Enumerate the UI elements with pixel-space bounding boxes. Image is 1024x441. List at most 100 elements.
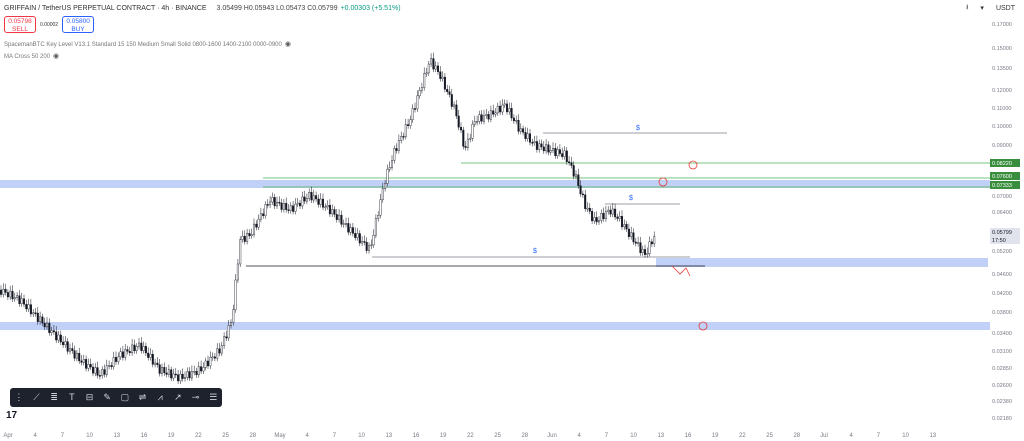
candle-body (356, 233, 359, 238)
candle-body (427, 63, 430, 74)
y-tick-label: 0.12000 (992, 88, 1012, 94)
x-tick-label: Jun (547, 433, 557, 439)
candle-body (402, 136, 405, 138)
x-tick-label: 10 (86, 433, 93, 439)
candle-body (71, 348, 74, 351)
candle-body (6, 292, 9, 298)
candle-body (142, 346, 145, 351)
candle-body (276, 201, 279, 207)
fib-icon[interactable]: ≣ (50, 392, 58, 402)
candle-body (333, 209, 336, 215)
candle-body (87, 364, 90, 369)
candle-body (363, 241, 366, 243)
candle-body (496, 105, 499, 114)
brush-icon[interactable]: ✎ (103, 392, 111, 402)
text-icon[interactable]: T (69, 392, 75, 402)
candle-body (446, 89, 449, 92)
candle-body (303, 196, 306, 202)
candle-body (46, 322, 49, 328)
spread-value: 0.00002 (40, 21, 59, 28)
candle-body (250, 234, 253, 237)
price-label: 0.05799 (992, 230, 1012, 236)
indicator-key-level[interactable]: SpacemanBTC Key Level V13.1 Standard 15 … (4, 40, 291, 48)
buy-button[interactable]: 0.05800 BUY (62, 16, 95, 33)
candle-body (211, 356, 214, 359)
candle-body (98, 375, 101, 377)
sell-button[interactable]: 0.05798 SELL (4, 16, 36, 33)
candle-body (204, 360, 207, 368)
candle-body (644, 249, 647, 255)
line-icon[interactable]: ⟋ (33, 392, 40, 402)
candle-body (411, 108, 414, 120)
path-icon[interactable]: ⇌ (138, 392, 147, 402)
candle-body (466, 138, 469, 148)
candle-body (126, 349, 129, 352)
candle-body (213, 356, 216, 359)
candle-body (414, 108, 417, 110)
candle-body (278, 201, 281, 204)
candle-body (183, 377, 186, 379)
candle-body (147, 352, 150, 358)
eye-icon[interactable]: ◉ (284, 41, 291, 48)
projection-icon[interactable]: ☰ (209, 392, 218, 402)
candle-body (80, 360, 83, 363)
candle-body (556, 149, 559, 156)
candle-body (271, 197, 274, 203)
candle-body (124, 349, 127, 358)
currency-label[interactable]: USDT (995, 4, 1015, 12)
y-tick-label: 0.04200 (992, 291, 1012, 297)
cursor-icon[interactable]: ⋮ (14, 392, 24, 402)
candle-body (202, 367, 205, 372)
candle-body (614, 208, 617, 218)
candle-body (154, 362, 157, 365)
rectangle-icon[interactable]: ▢ (120, 392, 130, 402)
candle-body (315, 195, 318, 200)
candle-body (312, 195, 315, 201)
candle-body (443, 76, 446, 90)
candle-body (561, 153, 564, 157)
price-label: 0.07600 (992, 174, 1012, 180)
pattern-icon[interactable]: ⩘ (157, 392, 163, 402)
candle-body (650, 241, 653, 245)
y-tick-label: 0.03800 (992, 310, 1012, 316)
candle-body (66, 341, 69, 352)
candle-body (549, 150, 552, 153)
measure-icon[interactable]: ⊟ (85, 392, 94, 402)
dropdown-icon[interactable]: ▾ (980, 5, 984, 12)
candle-body (453, 104, 456, 107)
candle-body (255, 223, 258, 228)
candle-body (335, 214, 338, 220)
candle-body (526, 133, 529, 139)
x-tick-label: 7 (605, 433, 609, 439)
x-tick-label: 4 (578, 433, 582, 439)
x-tick-label: 19 (712, 433, 719, 439)
ray-icon[interactable]: ⊸ (191, 392, 200, 402)
y-tick-label: 0.15000 (992, 46, 1012, 52)
candle-body (103, 369, 106, 375)
candle-body (41, 316, 44, 324)
candle-body (464, 146, 467, 148)
candle-body (365, 241, 368, 251)
candle-body (101, 369, 104, 376)
candle-body (188, 371, 191, 379)
y-tick-label: 0.02180 (992, 416, 1012, 422)
candle-body (572, 165, 575, 177)
candle-body (604, 211, 607, 220)
candle-body (487, 114, 490, 120)
x-tick-label: 22 (467, 433, 474, 439)
symbol-title[interactable]: GRIFFAIN / TetherUS PERPETUAL CONTRACT ·… (4, 4, 207, 12)
candle-body (82, 359, 85, 363)
download-icon[interactable]: ⭳ (965, 3, 969, 11)
candle-body (236, 263, 239, 281)
candle-body (395, 148, 398, 151)
candle-body (554, 148, 557, 156)
indicator-ma-cross[interactable]: MA Cross 50 200 ◉ (4, 52, 59, 60)
candle-body (220, 345, 223, 354)
arrow-icon[interactable]: ↗ (174, 392, 182, 402)
eye-icon[interactable]: ◉ (53, 53, 60, 60)
candle-body (347, 223, 350, 233)
price-label: 0.08220 (992, 161, 1012, 167)
x-tick-label: Jul (820, 433, 828, 439)
x-tick-label: Apr (3, 433, 12, 439)
